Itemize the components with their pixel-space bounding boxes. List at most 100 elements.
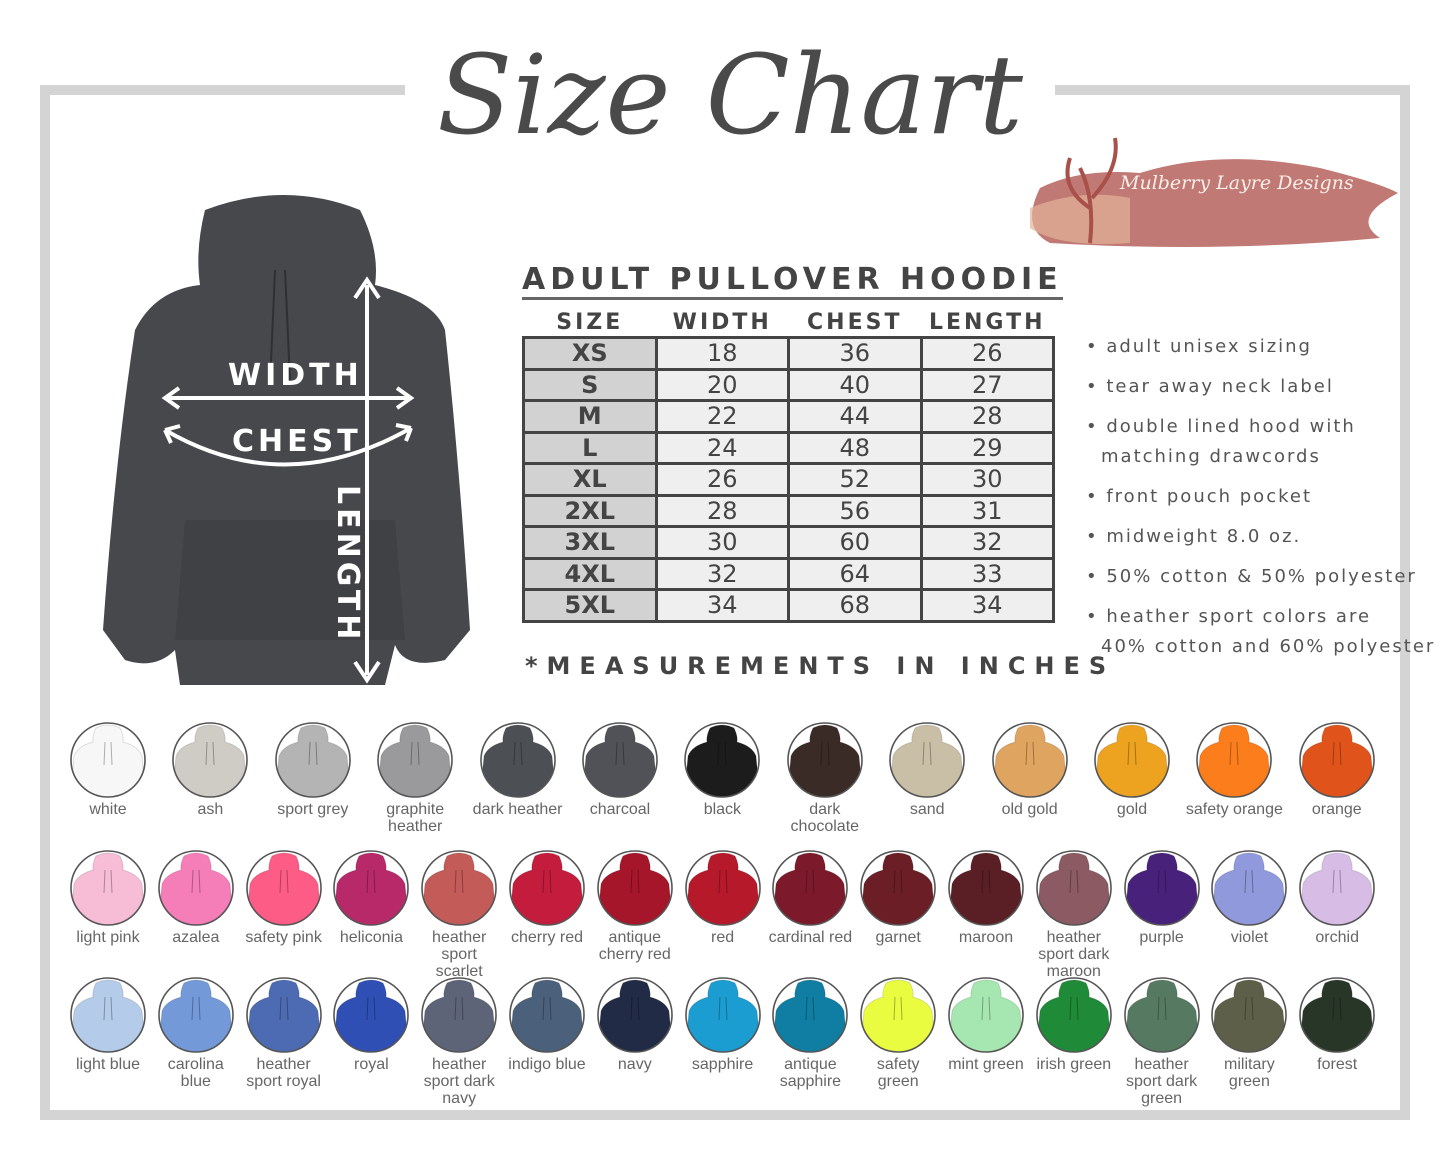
- color-swatch[interactable]: carolina blue: [153, 975, 239, 1090]
- color-name: heather sport dark navy: [423, 1056, 495, 1107]
- hoodie-swatch-icon: [421, 977, 497, 1053]
- color-name: orange: [1311, 801, 1362, 818]
- column-header: WIDTH: [672, 309, 772, 335]
- color-swatch[interactable]: dark heather: [468, 720, 568, 818]
- hoodie-swatch-icon: [157, 977, 234, 1053]
- measurement-cell: 33: [919, 556, 1055, 591]
- color-swatch[interactable]: royal: [328, 975, 414, 1073]
- hoodie-swatch-icon: [1211, 977, 1288, 1053]
- measurement-cell: 26: [919, 336, 1055, 371]
- color-swatch[interactable]: heather sport royal: [241, 975, 327, 1090]
- color-name: gold: [1116, 801, 1148, 818]
- color-name: mint green: [948, 1056, 1024, 1073]
- color-swatch[interactable]: safety orange: [1184, 720, 1284, 818]
- hoodie-swatch-icon: [421, 850, 497, 926]
- color-swatch[interactable]: heliconia: [328, 848, 414, 946]
- feature-item: • front pouch pocket: [1086, 486, 1313, 507]
- length-label: LENGTH: [330, 485, 365, 644]
- color-swatch[interactable]: dark chocolate: [775, 720, 875, 835]
- color-name: orchid: [1315, 929, 1359, 946]
- color-swatch[interactable]: garnet: [855, 848, 941, 946]
- feature-item: • midweight 8.0 oz.: [1086, 526, 1302, 547]
- hoodie-swatch-icon: [684, 850, 761, 926]
- feature-item: 40% cotton and 60% polyester: [1101, 636, 1436, 657]
- hoodie-swatch-icon: [684, 977, 761, 1053]
- color-swatch[interactable]: antique cherry red: [592, 848, 678, 963]
- color-swatch[interactable]: sand: [877, 720, 977, 818]
- color-swatch[interactable]: heather sport dark navy: [416, 975, 502, 1107]
- color-name: violet: [1230, 929, 1269, 946]
- measurement-cell: 68: [787, 588, 923, 623]
- color-swatch[interactable]: purple: [1119, 848, 1205, 946]
- hoodie-swatch-icon: [1035, 850, 1112, 926]
- color-swatch[interactable]: heather sport scarlet: [416, 848, 502, 980]
- color-swatch[interactable]: cherry red: [504, 848, 590, 946]
- color-name: dark chocolate: [790, 801, 860, 835]
- measurement-cell: 32: [654, 556, 790, 591]
- hoodie-swatch-icon: [582, 722, 658, 798]
- table-row: 3XL 30 60 32: [522, 525, 1055, 560]
- color-name: sport grey: [277, 801, 349, 818]
- hoodie-swatch-icon: [860, 977, 936, 1053]
- measurement-cell: 60: [787, 525, 923, 560]
- color-swatch[interactable]: heather sport dark green: [1119, 975, 1205, 1107]
- color-swatch[interactable]: navy: [592, 975, 678, 1073]
- hoodie-swatch-icon: [1123, 850, 1200, 926]
- hoodie-swatch-icon: [860, 850, 936, 926]
- color-name: purple: [1139, 929, 1184, 946]
- table-row: 2XL 28 56 31: [522, 493, 1055, 528]
- measurement-cell: 48: [787, 430, 923, 465]
- hoodie-swatch-icon: [509, 850, 585, 926]
- color-swatch[interactable]: heather sport dark maroon: [1031, 848, 1117, 980]
- color-swatch[interactable]: sport grey: [263, 720, 363, 818]
- color-swatch[interactable]: red: [680, 848, 766, 946]
- color-name: heather sport dark green: [1126, 1056, 1198, 1107]
- measurement-footnote: *MEASUREMENTS IN INCHES: [525, 652, 1116, 680]
- color-name: heather sport dark maroon: [1038, 929, 1110, 980]
- hoodie-swatch-icon: [70, 722, 146, 798]
- size-cell: 4XL: [522, 556, 658, 591]
- color-swatch[interactable]: ash: [160, 720, 260, 818]
- color-swatch[interactable]: irish green: [1031, 975, 1117, 1073]
- color-swatch[interactable]: old gold: [980, 720, 1080, 818]
- color-swatch[interactable]: indigo blue: [504, 975, 590, 1073]
- color-swatch[interactable]: sapphire: [680, 975, 766, 1073]
- color-name: cherry red: [510, 929, 584, 946]
- hoodie-swatch-icon: [1299, 977, 1375, 1053]
- color-swatch[interactable]: charcoal: [570, 720, 670, 818]
- color-swatch[interactable]: maroon: [943, 848, 1029, 946]
- color-swatch[interactable]: graphite heather: [365, 720, 465, 835]
- color-swatch[interactable]: black: [672, 720, 772, 818]
- color-swatch[interactable]: cardinal red: [767, 848, 853, 946]
- measurement-cell: 64: [787, 556, 923, 591]
- color-name: royal: [354, 1056, 389, 1073]
- hoodie-swatch-icon: [274, 722, 351, 798]
- color-name: white: [89, 801, 127, 818]
- color-swatch[interactable]: orange: [1287, 720, 1387, 818]
- color-swatch[interactable]: forest: [1294, 975, 1380, 1073]
- color-swatch[interactable]: azalea: [153, 848, 239, 946]
- color-swatch[interactable]: white: [58, 720, 158, 818]
- color-name: azalea: [172, 929, 220, 946]
- hoodie-swatch-icon: [1196, 722, 1273, 798]
- color-swatch[interactable]: military green: [1206, 975, 1292, 1090]
- color-swatch[interactable]: antique sapphire: [767, 975, 853, 1090]
- hoodie-swatch-icon: [596, 850, 673, 926]
- color-swatch[interactable]: light blue: [65, 975, 151, 1073]
- color-swatch[interactable]: light pink: [65, 848, 151, 946]
- hoodie-swatch-icon: [377, 722, 453, 798]
- color-swatch[interactable]: safety pink: [241, 848, 327, 946]
- hoodie-swatch-icon: [1299, 850, 1375, 926]
- color-name: forest: [1317, 1056, 1358, 1073]
- hoodie-swatch-icon: [333, 977, 410, 1053]
- feature-item: • 50% cotton & 50% polyester: [1086, 566, 1417, 587]
- color-swatch[interactable]: safety green: [855, 975, 941, 1090]
- hoodie-swatch-icon: [509, 977, 585, 1053]
- color-swatch[interactable]: violet: [1206, 848, 1292, 946]
- color-name: safety orange: [1185, 801, 1283, 818]
- color-swatch[interactable]: mint green: [943, 975, 1029, 1073]
- width-label: WIDTH: [228, 358, 363, 393]
- hoodie-swatch-icon: [245, 977, 322, 1053]
- color-swatch[interactable]: orchid: [1294, 848, 1380, 946]
- color-swatch[interactable]: gold: [1082, 720, 1182, 818]
